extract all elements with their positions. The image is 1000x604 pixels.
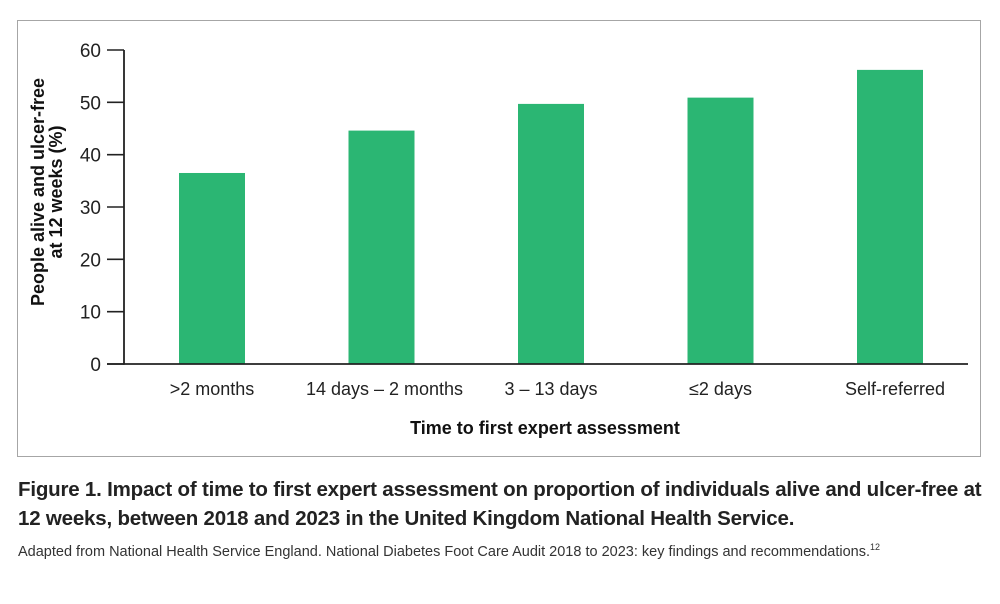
bar: [687, 97, 754, 364]
x-axis-title: Time to first expert assessment: [410, 418, 680, 438]
y-tick-label: 50: [80, 93, 101, 114]
x-tick-label: ≤2 days: [689, 379, 752, 399]
x-tick-label: >2 months: [170, 379, 255, 399]
x-tick-label: 3 – 13 days: [504, 379, 597, 399]
y-axis-title-line-1: People alive and ulcer-free: [28, 78, 48, 306]
bars: [179, 69, 923, 365]
axes: [107, 50, 968, 365]
bar-chart: People alive and ulcer-free at 12 weeks …: [28, 41, 968, 438]
y-tick-label: 10: [80, 303, 101, 324]
y-axis: 0 10 20 30 40 50 60: [80, 41, 124, 376]
bar: [857, 69, 923, 365]
y-tick-label: 20: [80, 250, 101, 271]
source-text: Adapted from National Health Service Eng…: [18, 544, 870, 560]
y-tick-label: 30: [80, 198, 101, 219]
y-tick-label: 40: [80, 146, 101, 167]
x-axis-tick-labels: >2 months 14 days – 2 months 3 – 13 days ≤2…: [170, 379, 945, 399]
y-axis-title-line-2: at 12 weeks (%): [46, 125, 66, 258]
chart-frame: [17, 20, 981, 457]
bar: [348, 130, 415, 364]
y-tick-label: 60: [80, 41, 101, 62]
bar: [518, 103, 584, 365]
x-tick-label: 14 days – 2 months: [306, 379, 463, 399]
figure-source: Adapted from National Health Service Eng…: [18, 539, 978, 565]
figure-caption: Figure 1. Impact of time to first expert…: [18, 478, 982, 530]
source-reference: 12: [869, 542, 880, 552]
bar: [179, 172, 245, 364]
y-axis-title: People alive and ulcer-free at 12 weeks …: [28, 78, 66, 306]
x-tick-label: Self-referred: [845, 379, 945, 399]
y-tick-label: 0: [90, 355, 101, 376]
